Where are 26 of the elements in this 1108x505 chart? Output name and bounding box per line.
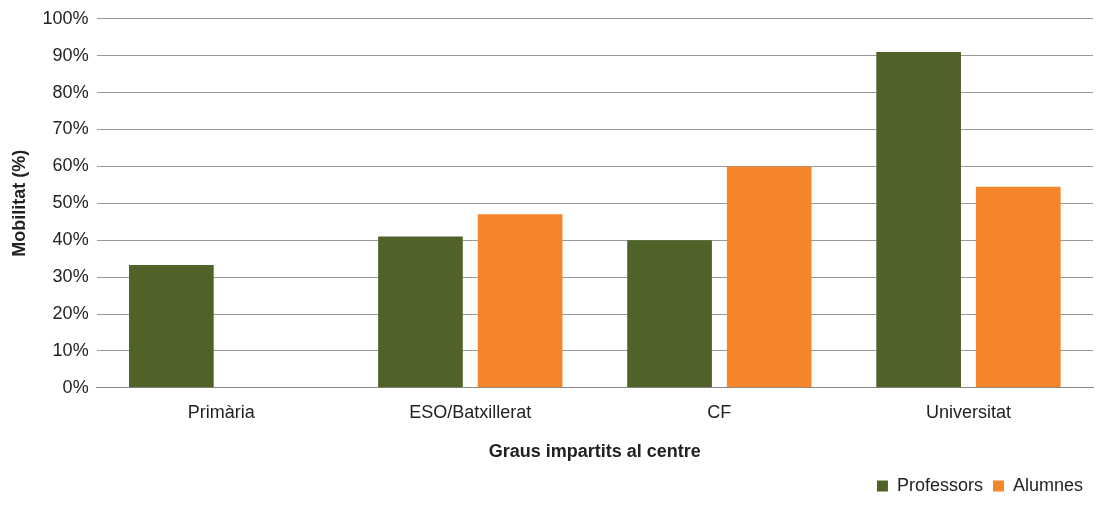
y-tick-label: 10% — [52, 339, 89, 360]
y-tick-label: 40% — [52, 229, 89, 250]
y-tick-label: 90% — [52, 44, 89, 65]
y-tick-label: 50% — [52, 192, 89, 213]
y-tick-label: 0% — [62, 376, 89, 397]
x-tick-label: Primària — [187, 401, 256, 422]
x-axis-title: Graus impartits al centre — [488, 441, 701, 462]
y-tick-label: 100% — [42, 7, 89, 28]
y-tick-label: 30% — [52, 266, 89, 287]
bar — [378, 236, 463, 388]
bar — [876, 52, 961, 388]
y-tick-label: 80% — [52, 81, 89, 102]
x-tick-label: CF — [707, 401, 732, 422]
bar — [627, 240, 712, 388]
x-tick-label: ESO/Batxillerat — [409, 401, 532, 422]
legend-label: Professors — [896, 474, 983, 495]
y-tick-label: 70% — [52, 118, 89, 139]
bar — [477, 214, 563, 388]
bar — [975, 186, 1061, 388]
y-tick-label: 60% — [52, 155, 89, 176]
y-tick-label: 20% — [52, 302, 89, 323]
bar — [129, 264, 214, 388]
y-axis-title: Mobilitat (%) — [8, 149, 29, 257]
legend-label: Alumnes — [1012, 474, 1083, 495]
x-tick-label: Universitat — [925, 401, 1011, 422]
bar — [726, 166, 812, 388]
